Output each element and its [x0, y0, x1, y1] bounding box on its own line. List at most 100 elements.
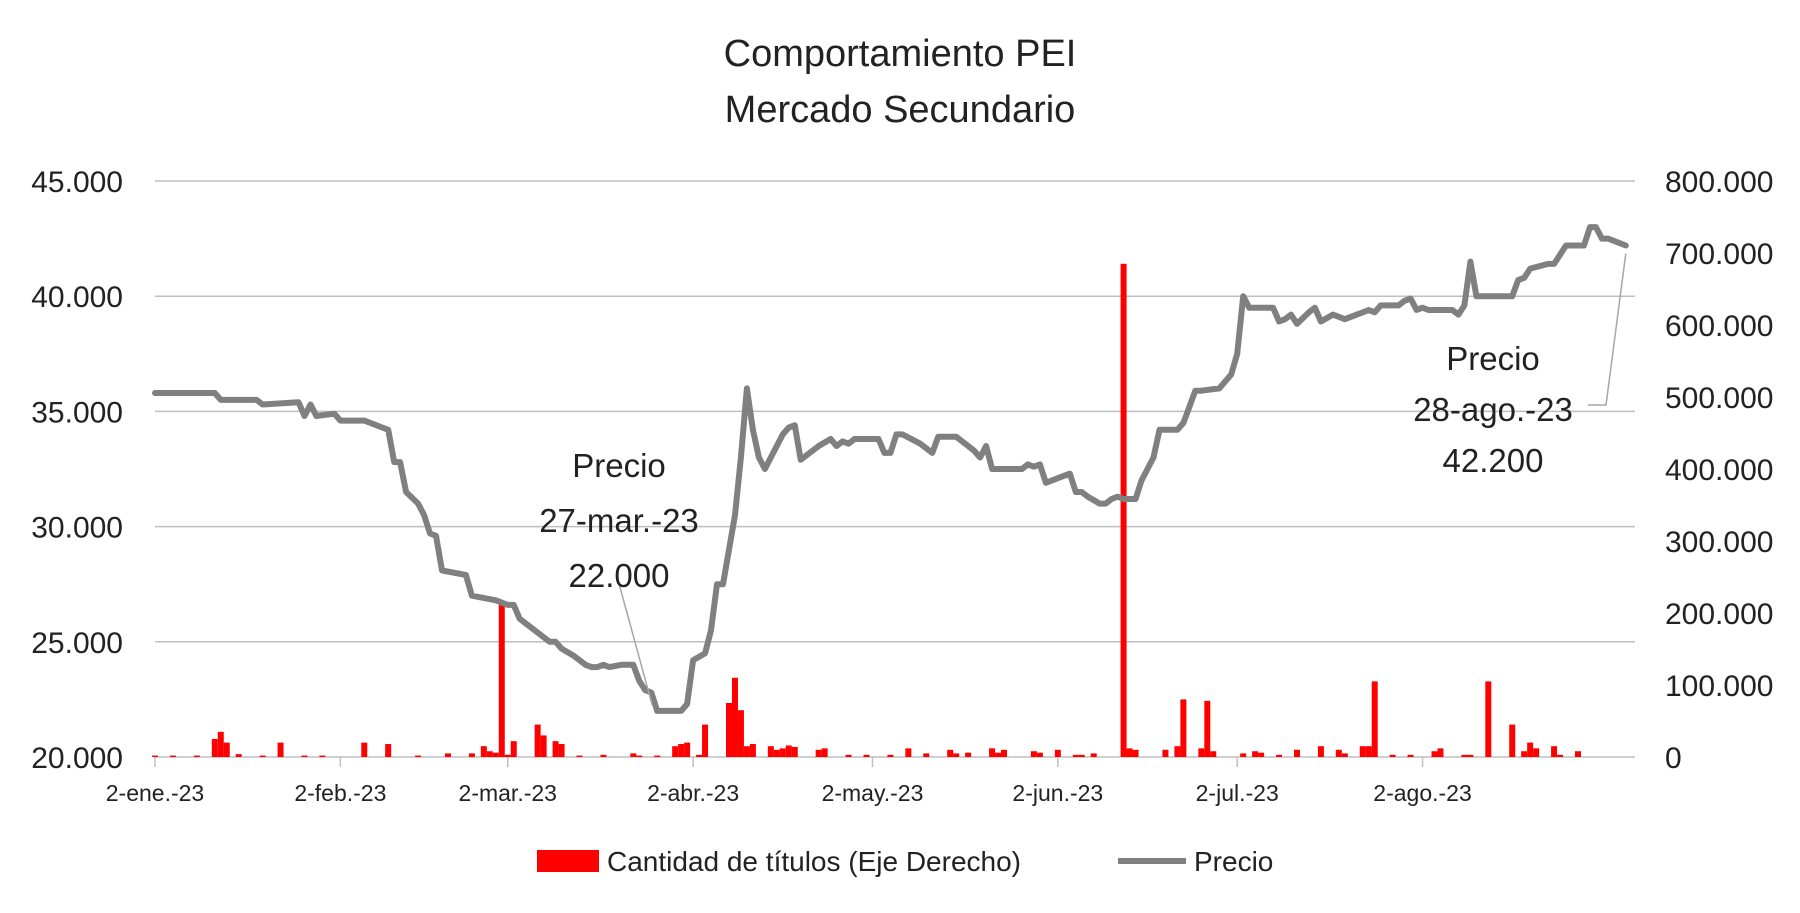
- volume-bar: [1090, 753, 1097, 757]
- volume-bar: [1174, 746, 1181, 757]
- volume-bar: [773, 749, 780, 757]
- volume-bar: [821, 748, 828, 757]
- left-tick-label: 20.000: [31, 742, 123, 775]
- legend-swatch-volume: [537, 850, 599, 872]
- volume-bar: [1461, 754, 1468, 757]
- volume-bar: [319, 755, 326, 757]
- volume-bar: [1293, 749, 1300, 757]
- left-tick-label: 30.000: [31, 512, 123, 545]
- volume-bar: [217, 731, 224, 757]
- volume-bar: [1521, 751, 1528, 757]
- volume-bar: [725, 703, 732, 757]
- volume-bar: [211, 739, 218, 757]
- volume-bar: [1276, 754, 1283, 757]
- left-tick-label: 35.000: [31, 396, 123, 429]
- volume-bar: [1120, 263, 1127, 757]
- volume-bar: [1204, 700, 1211, 757]
- volume-bar: [1180, 699, 1187, 757]
- volume-bar: [654, 755, 661, 757]
- annotation-leader: [617, 579, 653, 706]
- right-tick-label: 100.000: [1665, 670, 1773, 703]
- volume-bar: [630, 753, 637, 757]
- volume-bar: [444, 753, 451, 757]
- volume-bar: [301, 755, 308, 757]
- volume-bar: [923, 753, 930, 757]
- left-tick-label: 40.000: [31, 281, 123, 314]
- volume-bar: [779, 748, 786, 757]
- volume-bar: [1371, 681, 1378, 757]
- gridlines: [155, 180, 1635, 643]
- volume-bar: [737, 710, 744, 757]
- volume-bar: [1527, 742, 1534, 757]
- legend: Cantidad de títulos (Eje Derecho) Precio: [537, 846, 1273, 877]
- volume-bar: [415, 755, 422, 757]
- x-tick-label: 2-mar.-23: [459, 780, 557, 806]
- annotation-text: 28-ago.-23: [1413, 391, 1573, 428]
- volume-bar: [1575, 751, 1581, 757]
- volume-bar: [1467, 754, 1474, 757]
- chart-title-line-2: Mercado Secundario: [725, 89, 1076, 131]
- annotation-text: 27-mar.-23: [539, 502, 699, 539]
- volume-bar: [1210, 751, 1217, 757]
- volume-bar: [678, 744, 685, 757]
- volume-bar: [498, 602, 505, 757]
- volume-bar: [684, 742, 691, 757]
- volume-bar: [947, 749, 954, 757]
- right-tick-label: 0: [1665, 742, 1682, 775]
- volume-bar: [1198, 748, 1205, 757]
- right-tick-label: 800.000: [1665, 166, 1773, 199]
- volume-bar: [1054, 749, 1061, 757]
- volume-bar: [223, 742, 230, 757]
- x-tick-label: 2-ene.-23: [106, 780, 204, 806]
- volume-bar: [953, 753, 960, 757]
- volume-bar: [1162, 749, 1169, 757]
- volume-bar: [486, 751, 493, 757]
- right-tick-label: 600.000: [1665, 310, 1773, 343]
- volume-bar: [540, 735, 547, 757]
- volume-bar: [1485, 681, 1492, 757]
- x-tick-label: 2-abr.-23: [647, 780, 739, 806]
- volume-bar: [785, 745, 792, 757]
- volume-bar: [1072, 754, 1079, 757]
- x-tick-label: 2-jun.-23: [1012, 780, 1103, 806]
- volume-bar: [1258, 752, 1265, 757]
- volume-bar: [277, 742, 284, 757]
- volume-bar: [905, 748, 912, 757]
- volume-bar: [1341, 753, 1348, 757]
- x-tick-label: 2-jul.-23: [1196, 780, 1279, 806]
- annotation-text: 42.200: [1443, 442, 1544, 479]
- volume-bar: [767, 746, 774, 757]
- volume-bar: [1407, 754, 1414, 757]
- volume-bar: [510, 741, 517, 757]
- legend-label-volume: Cantidad de títulos (Eje Derecho): [607, 846, 1021, 877]
- volume-bar: [863, 754, 870, 757]
- volume-bar: [965, 752, 972, 757]
- volume-bar: [1078, 754, 1085, 757]
- volume-bar: [791, 746, 798, 757]
- volume-bar: [576, 755, 583, 757]
- volume-bar: [152, 755, 158, 757]
- right-tick-label: 200.000: [1665, 598, 1773, 631]
- legend-label-price: Precio: [1194, 846, 1273, 877]
- volume-bar: [492, 752, 499, 757]
- volume-bar: [1126, 748, 1133, 757]
- price-line-group: [152, 224, 1629, 714]
- volume-bar: [361, 742, 368, 757]
- chart-title-line-1: Comportamiento PEI: [724, 33, 1077, 75]
- price-line: [152, 224, 1629, 714]
- volume-bar: [385, 744, 392, 757]
- volume-bar: [1359, 746, 1366, 757]
- annotation-text: 22.000: [569, 557, 670, 594]
- annotation-text: Precio: [1446, 340, 1540, 377]
- annotation-leader: [1588, 253, 1627, 406]
- x-tick-label: 2-may.-23: [822, 780, 924, 806]
- volume-bar: [672, 746, 679, 757]
- volume-bar: [989, 748, 996, 757]
- volume-bar: [731, 677, 738, 757]
- volume-bar: [1001, 749, 1008, 757]
- volume-bar: [1240, 753, 1247, 757]
- volume-bar: [1437, 748, 1444, 757]
- volume-bar: [1132, 749, 1139, 757]
- volume-bar: [468, 753, 475, 757]
